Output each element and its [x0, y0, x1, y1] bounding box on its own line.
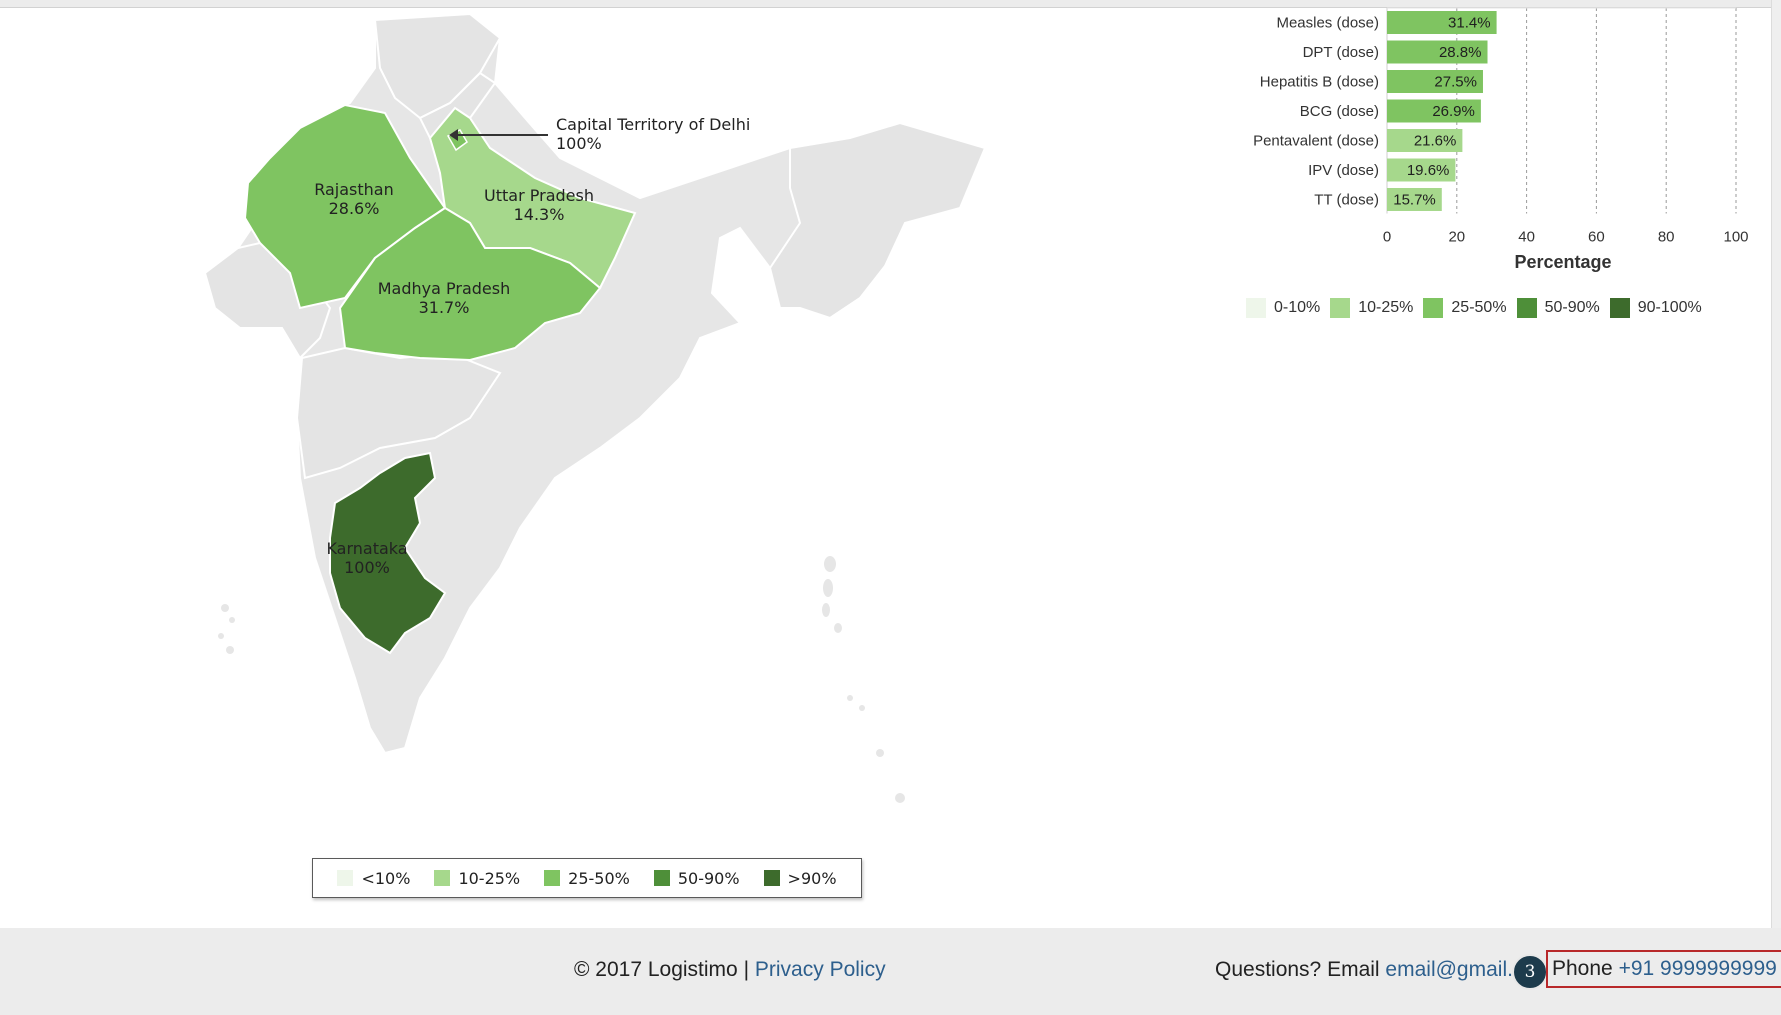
state-label-value: 100% — [344, 558, 390, 577]
map-legend-swatch — [434, 870, 451, 886]
chart-tick-labels: 0 20 40 60 80 100 — [1383, 229, 1749, 246]
chart-legend-swatch — [1330, 298, 1351, 318]
india-map: Capital Territory of Delhi 100% Rajastha… — [203, 12, 987, 803]
map-legend-swatch — [653, 870, 670, 886]
category-label: Hepatitis B (dose) — [1260, 74, 1379, 91]
map-state-karnataka[interactable] — [329, 451, 447, 655]
bar-value-label: 19.6% — [1407, 162, 1450, 179]
copyright-text: © 2017 Logistimo — [574, 958, 738, 981]
map-region-maharashtra — [295, 346, 502, 480]
scrollbar-track[interactable] — [1771, 0, 1781, 928]
map-legend-label: 10-25% — [458, 868, 521, 888]
chart-legend-item[interactable]: 25-50% — [1423, 298, 1507, 318]
bar[interactable] — [1387, 40, 1488, 64]
footer-copyright: © 2017 Logistimo | Privacy Policy — [574, 958, 886, 982]
map-legend-item: >90% — [763, 868, 837, 888]
map-legend-item: 50-90% — [653, 868, 740, 888]
category-label: TT (dose) — [1314, 192, 1379, 209]
chart-legend-swatch — [1423, 298, 1444, 318]
x-tick-label: 60 — [1588, 229, 1605, 246]
x-tick-label: 40 — [1518, 229, 1535, 246]
bar[interactable] — [1387, 188, 1442, 211]
chart-category-labels: Measles (dose) DPT (dose) Hepatitis B (dos… — [1253, 15, 1379, 209]
chart-legend-item[interactable]: 90-100% — [1609, 298, 1702, 318]
chart-legend-label: 0-10% — [1274, 299, 1321, 316]
vaccine-bar-chart: Measles (dose) DPT (dose) Hepatitis B (dos… — [1253, 7, 1749, 272]
map-legend-label: 25-50% — [568, 868, 630, 888]
state-label-value: 14.3% — [514, 205, 565, 224]
footer-separator: | — [743, 958, 750, 981]
bar[interactable] — [1387, 11, 1497, 34]
x-axis-title: Percentage — [1514, 252, 1611, 272]
phone-contact[interactable]: Phone +91 9999999999 — [1546, 950, 1781, 988]
chart-legend-item[interactable]: 50-90% — [1516, 298, 1600, 318]
delhi-callout-name: Capital Territory of Delhi — [556, 115, 750, 134]
bar[interactable] — [1387, 129, 1463, 152]
x-tick-label: 80 — [1658, 229, 1675, 246]
map-legend-item: 25-50% — [544, 869, 630, 888]
delhi-callout-value: 100% — [556, 134, 602, 153]
chart-legend-swatch — [1516, 298, 1537, 318]
map-legend-swatch — [763, 870, 780, 886]
x-tick-label: 100 — [1723, 229, 1748, 246]
map-legend-item: <10% — [337, 869, 410, 888]
map-legend-label: <10% — [361, 868, 411, 888]
delhi-callout-arrowhead — [449, 129, 458, 141]
map-legend-label: 50-90% — [677, 868, 740, 888]
state-label-name: Rajasthan — [314, 180, 394, 199]
map-legend-label: >90% — [787, 868, 837, 888]
bar-value-label: 21.6% — [1414, 133, 1457, 150]
footer-contact: Questions? Email email@gmail.co — [1215, 958, 1525, 982]
map-legend-swatch — [544, 870, 561, 886]
x-tick-label: 0 — [1383, 229, 1391, 246]
page-footer: © 2017 Logistimo | Privacy Policy Questi… — [0, 928, 1781, 1015]
bar-value-label: 27.5% — [1434, 74, 1477, 91]
map-state-madhya-pradesh[interactable] — [338, 206, 602, 362]
state-label-name: Madhya Pradesh — [378, 279, 511, 298]
email-link[interactable]: email@gmail.co — [1385, 958, 1525, 981]
bar[interactable] — [1387, 70, 1483, 93]
bar-value-label: 26.9% — [1432, 103, 1475, 120]
chart-legend-label: 25-50% — [1451, 299, 1507, 316]
x-tick-label: 20 — [1448, 229, 1465, 246]
top-border — [0, 0, 1781, 8]
state-label-name: Karnataka — [326, 539, 407, 558]
category-label: Pentavalent (dose) — [1253, 133, 1379, 150]
map-islands-lakshadweep — [218, 604, 235, 654]
step-marker-badge: 3 — [1512, 954, 1548, 990]
map-region-northeast — [768, 121, 987, 320]
state-label-name: Uttar Pradesh — [484, 186, 594, 205]
chart-legend-item[interactable]: 0-10% — [1246, 298, 1320, 318]
privacy-policy-link[interactable]: Privacy Policy — [754, 958, 886, 981]
chart-legend-label: 50-90% — [1544, 299, 1600, 316]
india-map-panel: Capital Territory of Delhi 100% Rajastha… — [0, 8, 1000, 808]
map-islands-andaman — [822, 556, 905, 803]
bar-value-label: 28.8% — [1439, 44, 1482, 61]
questions-text: Questions? Email — [1215, 958, 1380, 981]
state-label-value: 31.7% — [419, 298, 470, 317]
chart-value-labels: 31.4% 28.8% 27.5% 26.9% 21.6% 19.6% 15.7% — [1393, 15, 1490, 209]
chart-legend-swatch — [1246, 298, 1266, 318]
chart-bars — [1387, 11, 1497, 211]
map-legend: <10% 10-25% 25-50% 50-90% >90% — [312, 858, 862, 898]
phone-link[interactable]: +91 9999999999 — [1618, 957, 1777, 980]
chart-legend-label: 90-100% — [1637, 299, 1702, 316]
chart-legend: 0-10% 10-25% 25-50% 50-90% 90-100% — [1246, 298, 1702, 318]
category-label: Measles (dose) — [1276, 15, 1379, 32]
map-legend-item: 10-25% — [434, 869, 520, 888]
category-label: BCG (dose) — [1300, 103, 1379, 120]
map-legend-swatch — [337, 870, 354, 886]
bar-value-label: 15.7% — [1393, 192, 1436, 209]
bar-value-label: 31.4% — [1448, 15, 1491, 32]
category-label: IPV (dose) — [1308, 162, 1379, 179]
bar[interactable] — [1387, 99, 1481, 123]
chart-legend-label: 10-25% — [1358, 299, 1414, 316]
bar[interactable] — [1387, 158, 1456, 182]
chart-legend-item[interactable]: 10-25% — [1330, 298, 1413, 318]
phone-label: Phone — [1552, 957, 1613, 980]
state-label-value: 28.6% — [329, 199, 380, 218]
chart-legend-swatch — [1609, 298, 1630, 318]
category-label: DPT (dose) — [1303, 44, 1379, 61]
